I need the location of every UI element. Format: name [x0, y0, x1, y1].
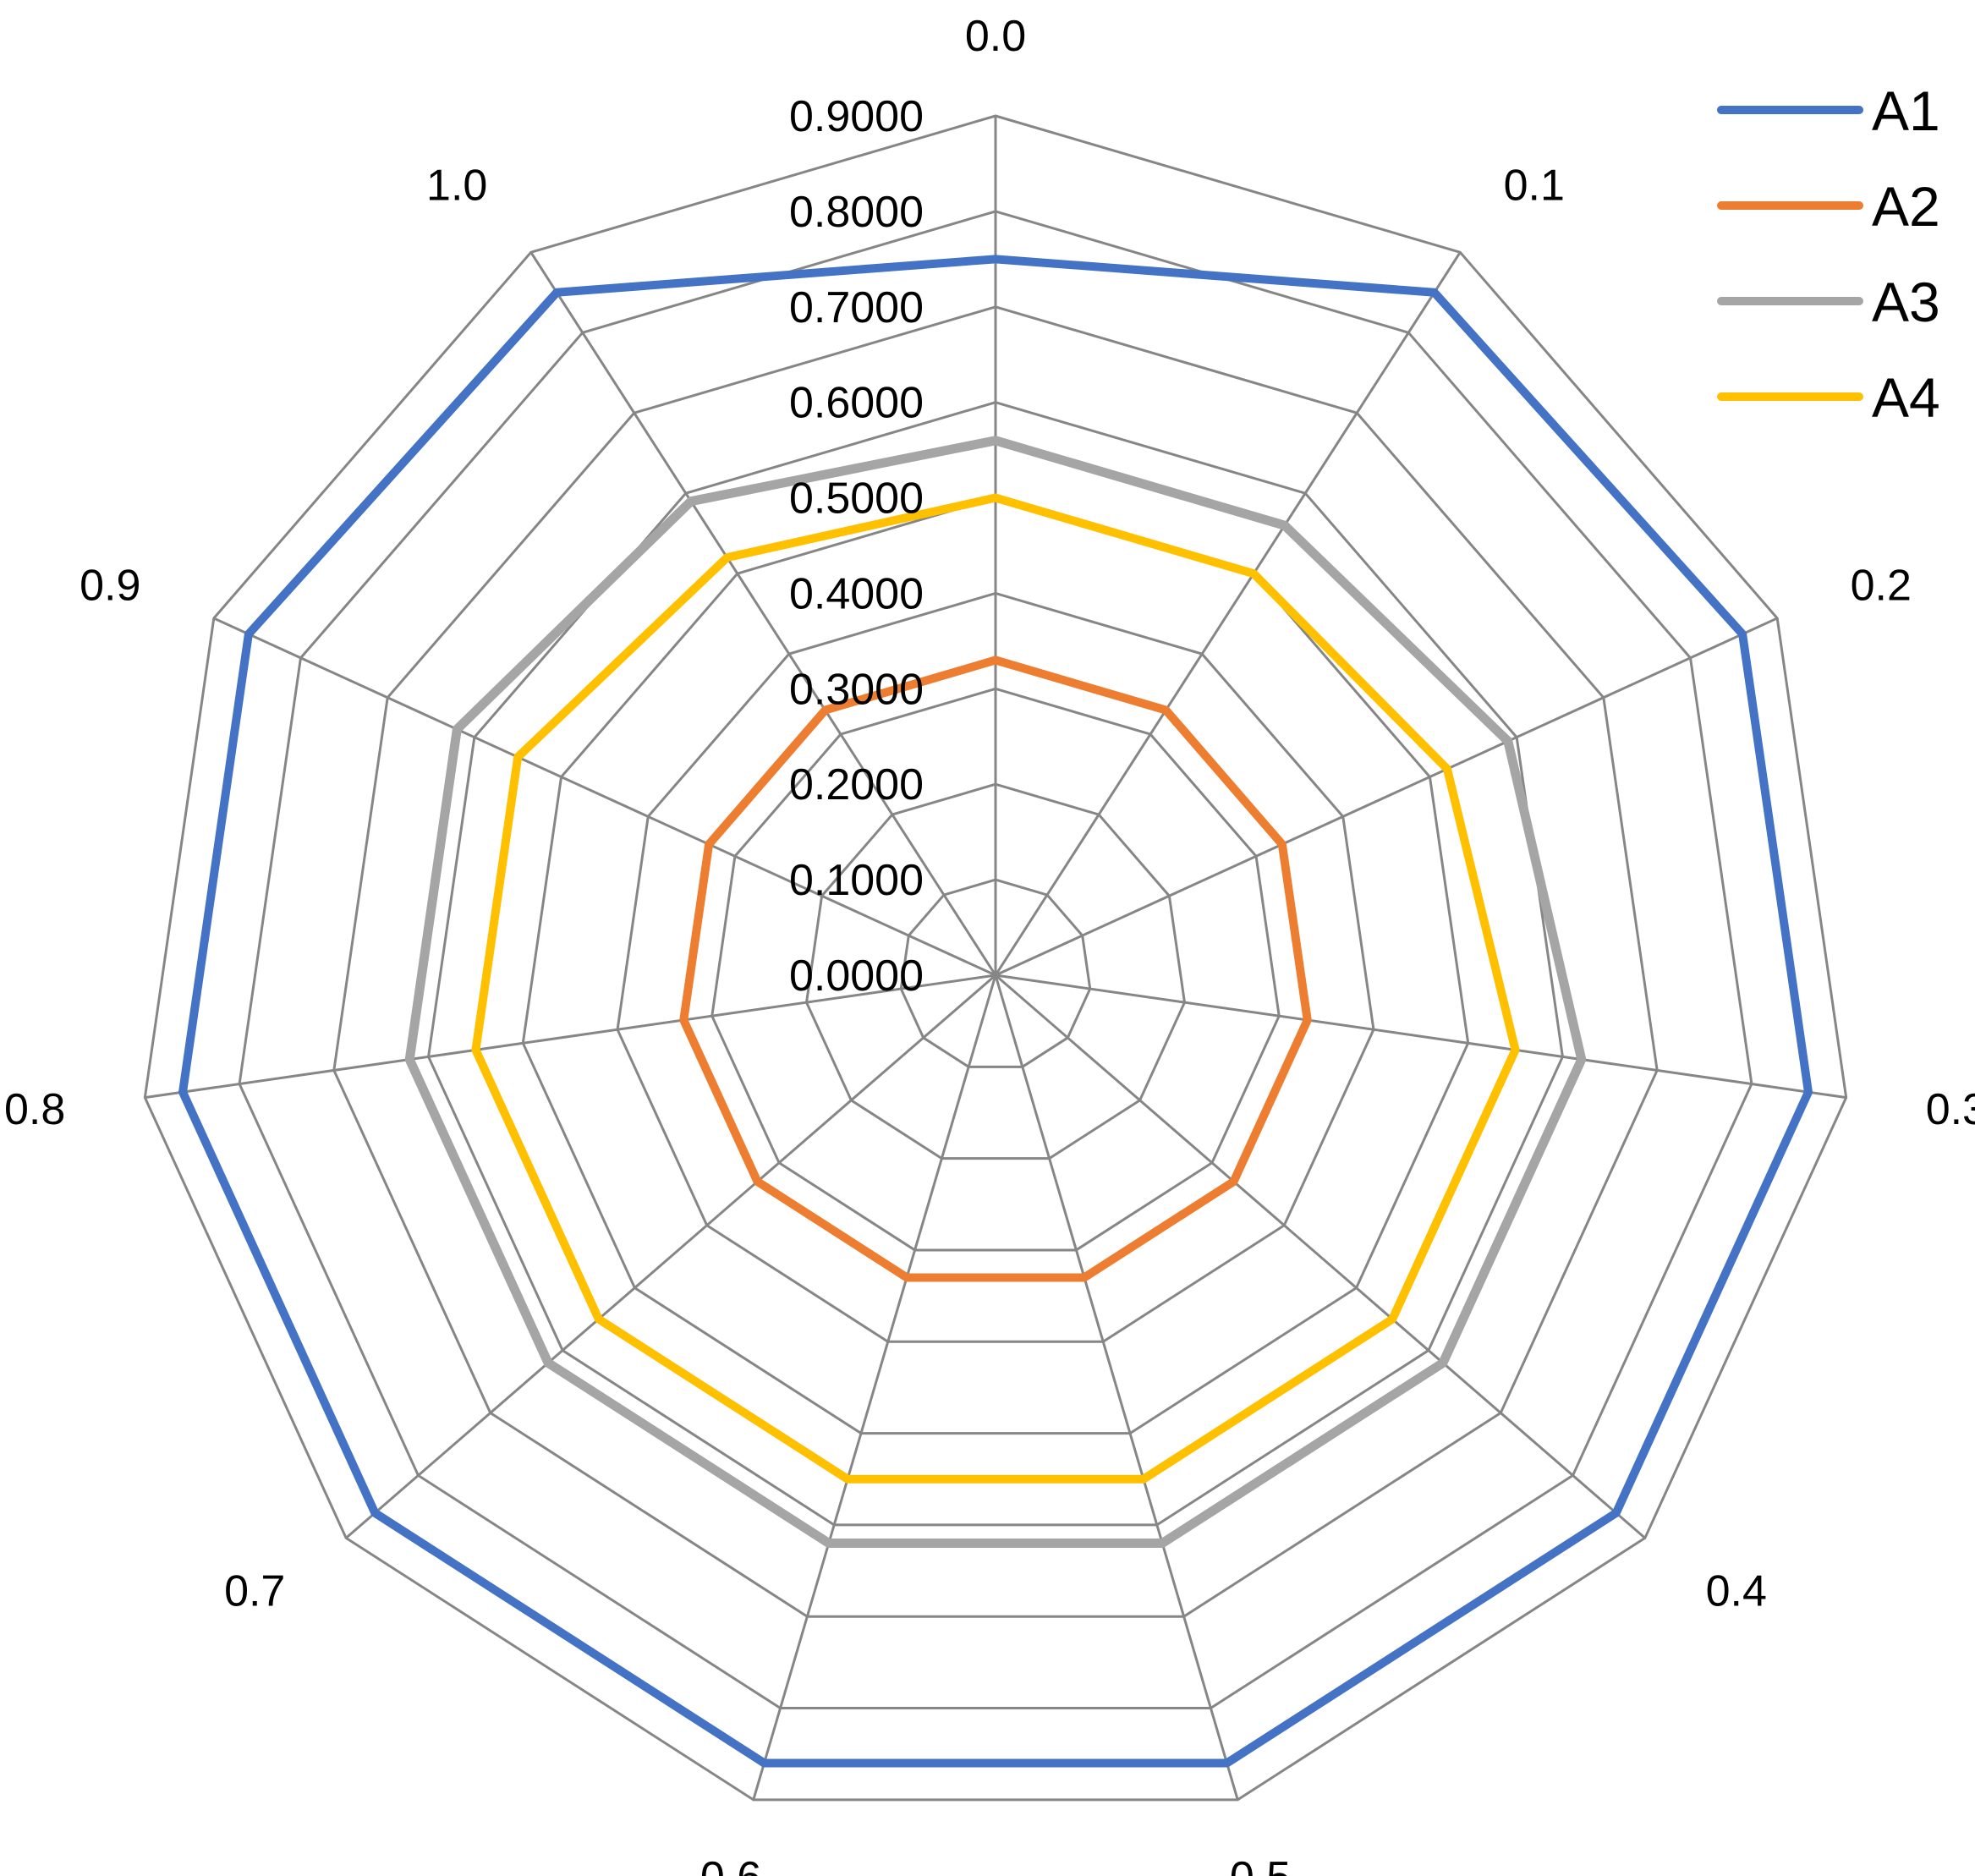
category-label: 0.2	[1851, 561, 1912, 610]
grid-spoke	[994, 251, 1462, 976]
grid-ring	[521, 496, 1470, 1435]
grid-ring	[710, 687, 1281, 1252]
category-label: 0.0	[965, 12, 1026, 61]
grid-ring	[238, 210, 1753, 1710]
category-labels: 0.0 0.1 0.2 0.3 0.4 0.5 0.6 0.7 0.8 0.9 1.0	[4, 12, 1975, 1876]
grid-spoke	[995, 974, 1646, 1539]
radial-tick-labels: 0.0000 0.1000 0.2000 0.3000 0.4000 0.5000 0.60…	[789, 92, 924, 1001]
grid-ring	[804, 782, 1187, 1160]
grid-spoke	[994, 974, 1239, 1801]
legend-label-a2: A2	[1872, 175, 1940, 238]
grid-ring	[616, 591, 1375, 1343]
series-line-a4	[471, 493, 1520, 1484]
radial-tick-label: 0.2000	[789, 760, 924, 809]
radial-tick-label: 0.9000	[789, 92, 924, 141]
legend-label-a4: A4	[1872, 366, 1940, 429]
radial-tick-label: 0.1000	[789, 856, 924, 905]
radial-tick-label: 0.6000	[789, 379, 924, 428]
category-label: 0.3	[1926, 1085, 1975, 1134]
radial-tick-label: 0.4000	[789, 569, 924, 618]
category-label: 1.0	[426, 161, 487, 210]
category-label: 0.9	[80, 561, 140, 610]
grid-spoke	[995, 617, 1778, 977]
legend: A1 A2 A3 A4	[1717, 80, 1940, 429]
grid-spoke	[145, 974, 996, 1100]
series-line-a2	[679, 656, 1312, 1282]
grid-ring	[427, 401, 1564, 1527]
grid	[143, 114, 1848, 1802]
category-label: 0.5	[1230, 1853, 1291, 1876]
grid-ring	[899, 878, 1092, 1068]
category-label: 0.4	[1706, 1567, 1767, 1616]
radial-tick-label: 0.7000	[789, 283, 924, 332]
legend-label-a3: A3	[1872, 271, 1940, 333]
radial-tick-label: 0.3000	[789, 665, 924, 714]
radial-tick-label: 0.8000	[789, 188, 924, 237]
grid-spoke	[529, 251, 997, 976]
category-label: 0.6	[700, 1853, 761, 1876]
grid-spoke	[995, 974, 1846, 1100]
radial-tick-label: 0.0000	[789, 952, 924, 1001]
series-line-a1	[178, 255, 1813, 1768]
grid-ring	[332, 305, 1659, 1618]
series-line-a3	[404, 436, 1587, 1549]
radial-tick-label: 0.5000	[789, 474, 924, 524]
grid-ring	[143, 114, 1848, 1802]
category-label: 0.1	[1504, 161, 1565, 210]
grid-spoke	[752, 974, 997, 1801]
series-layer	[178, 255, 1813, 1768]
category-label: 0.8	[4, 1085, 65, 1134]
category-label: 0.7	[224, 1567, 285, 1616]
grid-spoke	[213, 617, 996, 977]
grid-spoke	[345, 974, 996, 1539]
legend-label-a1: A1	[1872, 80, 1940, 142]
